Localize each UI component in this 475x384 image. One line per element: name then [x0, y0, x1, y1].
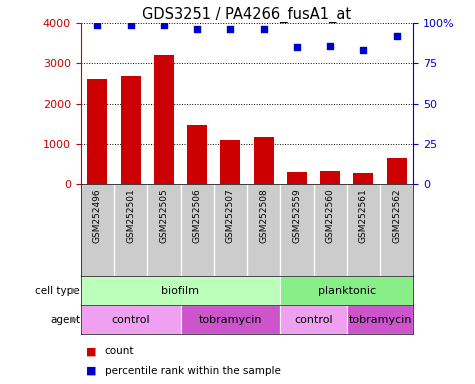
Text: GSM252561: GSM252561 — [359, 188, 368, 243]
Bar — [121, 76, 141, 184]
Point — [293, 44, 301, 50]
Point — [260, 26, 267, 33]
Bar — [81, 305, 180, 334]
Point — [127, 22, 134, 28]
Text: GSM252507: GSM252507 — [226, 188, 235, 243]
Point — [193, 26, 201, 33]
Bar — [280, 305, 347, 334]
Bar — [87, 79, 107, 184]
Text: GSM252501: GSM252501 — [126, 188, 135, 243]
Text: count: count — [104, 346, 134, 356]
Bar — [353, 173, 373, 184]
Text: agent: agent — [50, 314, 80, 325]
Text: control: control — [111, 314, 150, 325]
Bar — [387, 158, 407, 184]
Bar — [81, 276, 280, 305]
Bar — [320, 170, 340, 184]
Bar — [280, 276, 413, 305]
Point — [393, 33, 400, 39]
Title: GDS3251 / PA4266_fusA1_at: GDS3251 / PA4266_fusA1_at — [142, 7, 352, 23]
Bar — [180, 305, 280, 334]
Text: GSM252560: GSM252560 — [326, 188, 334, 243]
Text: GSM252562: GSM252562 — [392, 188, 401, 243]
Text: GSM252506: GSM252506 — [193, 188, 201, 243]
Text: tobramycin: tobramycin — [199, 314, 262, 325]
Point — [227, 26, 234, 33]
Text: percentile rank within the sample: percentile rank within the sample — [104, 366, 280, 376]
Text: GSM252505: GSM252505 — [160, 188, 168, 243]
Point — [160, 22, 168, 28]
Text: GSM252508: GSM252508 — [259, 188, 268, 243]
Text: biofilm: biofilm — [162, 286, 199, 296]
Text: planktonic: planktonic — [318, 286, 376, 296]
Bar — [220, 140, 240, 184]
Text: GSM252496: GSM252496 — [93, 188, 102, 243]
Point — [326, 43, 334, 49]
Text: tobramycin: tobramycin — [348, 314, 412, 325]
Point — [94, 22, 101, 28]
Bar — [347, 305, 413, 334]
Text: ■: ■ — [86, 366, 96, 376]
Bar — [187, 125, 207, 184]
Point — [360, 47, 367, 53]
Bar — [254, 137, 274, 184]
Text: cell type: cell type — [36, 286, 80, 296]
Text: ■: ■ — [86, 346, 96, 356]
Bar — [287, 172, 307, 184]
Text: control: control — [294, 314, 333, 325]
Text: GSM252559: GSM252559 — [293, 188, 301, 243]
Bar — [154, 55, 174, 184]
